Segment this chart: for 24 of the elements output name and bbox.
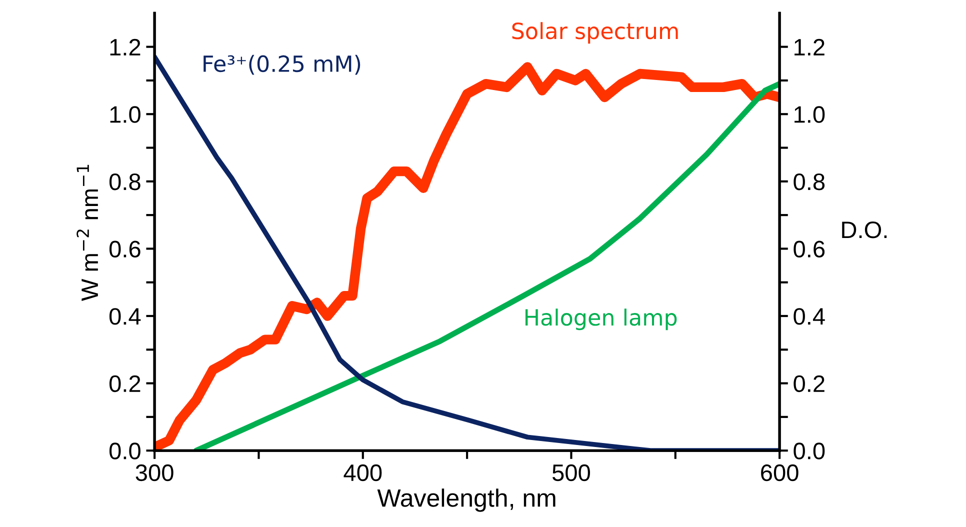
text: 1.0 — [794, 106, 825, 123]
y-tick-label: 1.2 — [110, 38, 140, 56]
x-tick-label: 500 — [552, 464, 590, 482]
x-tick-label: 300 — [136, 464, 174, 482]
y2-tick-label: 0.4 — [794, 308, 825, 325]
y2-tick-label: 0.8 — [794, 173, 825, 190]
y-axis-title: W m$^{−2}$ nm$^{−1}$ — [76, 164, 98, 301]
x-axis-title: Wavelength, nm — [377, 488, 556, 512]
y-tick-label: 0.4 — [109, 308, 141, 325]
y2-tick-label: 0.6 — [794, 240, 825, 258]
text: 0.0 — [109, 442, 140, 460]
y2-tick-label: 1.2 — [794, 38, 824, 56]
y2-tick-label: 0.2 — [794, 375, 824, 392]
text: 0.0 — [794, 442, 825, 460]
series-label: Halogen lamp — [525, 308, 677, 330]
x-tick-label: 600 — [761, 464, 798, 482]
series-label: Solar spectrum — [512, 22, 678, 44]
text: 1.0 — [110, 106, 140, 123]
y-tick-label: 0.2 — [109, 375, 140, 392]
y-tick-label: 0.8 — [109, 173, 140, 190]
y-tick-label: 0.6 — [109, 240, 140, 258]
series-label: Fe³⁺(0.25 mM) — [204, 54, 360, 75]
x-tick-label: 400 — [344, 464, 382, 482]
y2-axis-title: D.O. — [842, 222, 887, 238]
